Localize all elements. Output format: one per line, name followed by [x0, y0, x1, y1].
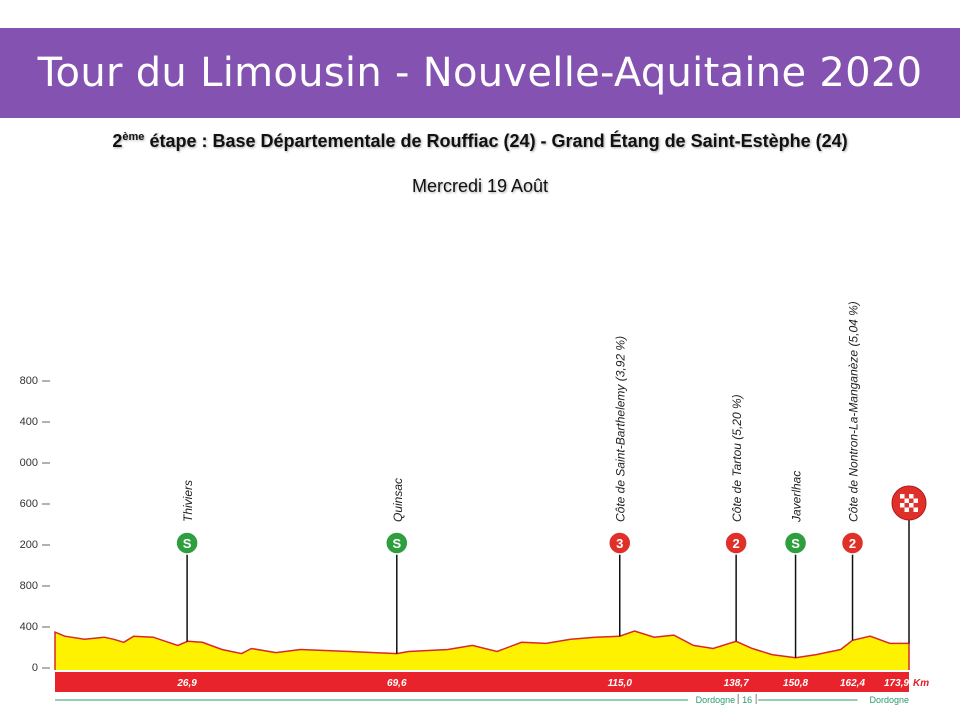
y-tick-label: 800 [20, 580, 38, 592]
badge-label: S [791, 536, 800, 551]
profile-area [55, 631, 909, 670]
checker-square [900, 494, 905, 499]
marker-name: Côte de Nontron-La-Manganèze (5,04 %) [847, 301, 861, 522]
department-label: Dordogne [696, 695, 736, 705]
y-tick-label: 200 [20, 539, 38, 551]
department-label: 16 [742, 695, 752, 705]
marker-name: Quinsac [391, 478, 405, 522]
km-label: 115,0 [608, 678, 633, 689]
sprint-badge-icon [385, 531, 409, 555]
checker-square [909, 494, 914, 499]
profile-line [54, 630, 910, 670]
checker-square [913, 507, 918, 512]
stage-number: 2 [112, 131, 123, 151]
checker-square [913, 498, 918, 503]
badge-label: 3 [616, 536, 623, 551]
marker-name: Côte de Saint-Barthelemy (3,92 %) [614, 336, 628, 522]
sprint-badge-icon [783, 531, 808, 555]
km-label: 162,4 [840, 678, 865, 689]
page-title: Tour du Limousin - Nouvelle-Aquitaine 20… [37, 50, 923, 96]
km-band [55, 672, 909, 692]
km-label: 26,9 [176, 678, 197, 689]
y-tick-label: 400 [20, 416, 38, 428]
y-tick-label: 400 [20, 621, 38, 633]
stage-suffix: ème [122, 131, 145, 143]
km-label: 69,6 [387, 678, 407, 689]
climb-badge-icon [840, 531, 865, 555]
stage-date: Mercredi 19 Août [411, 176, 549, 196]
badge-label: 2 [849, 536, 856, 551]
km-label: 138,7 [724, 678, 749, 689]
y-tick-label: 800 [20, 375, 38, 387]
checker-square [904, 498, 909, 503]
title-banner: Tour du Limousin - Nouvelle-Aquitaine 20… [0, 28, 960, 118]
marker-name: Thiviers [181, 480, 195, 522]
stage-route: étape : Base Départementale de Rouffiac … [144, 131, 848, 151]
checker-square [909, 503, 914, 508]
km-label: 173,9 [884, 678, 909, 689]
checker-square [900, 503, 905, 508]
y-tick-label: 0 [32, 662, 38, 674]
y-tick-label: 600 [20, 498, 38, 510]
sprint-badge-icon [175, 531, 199, 555]
stage-subtitle: 2ème étape : Base Départementale de Rouf… [0, 131, 960, 152]
marker-name: Javerlhac [790, 471, 804, 523]
checker-square [904, 507, 909, 512]
department-label: Dordogne [869, 695, 909, 705]
marker-name: Côte de Tartou (5,20 %) [730, 394, 744, 522]
badge-label: 2 [733, 536, 740, 551]
climb-badge-icon [724, 531, 748, 555]
km-label: 150,8 [783, 678, 808, 689]
badge-label: S [392, 536, 401, 551]
badge-label: S [183, 536, 192, 551]
y-tick-label: 000 [20, 457, 38, 469]
climb-badge-icon [607, 531, 632, 555]
km-unit: Km [913, 678, 929, 689]
